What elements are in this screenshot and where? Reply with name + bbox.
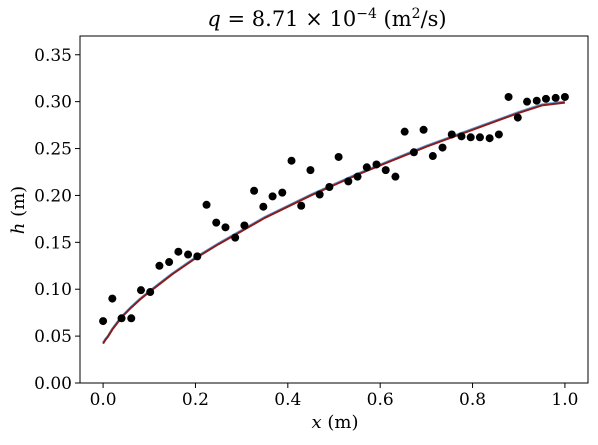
data-point (494, 130, 503, 139)
y-tick-label: 0.25 (34, 140, 72, 160)
data-point (457, 132, 466, 141)
data-point (297, 201, 306, 210)
title-variable: q (207, 7, 220, 31)
data-point (306, 166, 315, 175)
data-point (485, 134, 494, 143)
y-tick-label: 0.30 (34, 93, 72, 113)
data-point (523, 97, 532, 106)
y-axis-variable: h (8, 223, 29, 235)
data-point (513, 113, 522, 122)
data-point (541, 94, 550, 103)
data-point (193, 252, 202, 261)
data-point (221, 223, 230, 232)
y-axis-unit: (m) (8, 186, 29, 223)
data-point (372, 160, 381, 169)
data-point (466, 133, 475, 142)
data-point (250, 186, 259, 195)
data-point (99, 317, 108, 326)
title-exponent: −4 (356, 6, 377, 22)
x-tick-label: 1.0 (551, 390, 578, 410)
data-point (212, 218, 221, 227)
data-point (409, 148, 418, 157)
y-tick-label: 0.00 (34, 374, 72, 394)
fit-line-red (102, 101, 566, 345)
data-point (381, 166, 390, 175)
chart-title: q = 8.71 × 10−4 (m2/s) (207, 6, 446, 31)
data-point (325, 182, 334, 191)
data-point (504, 92, 513, 101)
data-point (353, 172, 362, 181)
data-point (184, 250, 193, 259)
data-point (428, 152, 437, 161)
data-point (136, 286, 145, 295)
y-tick-label: 0.20 (34, 186, 72, 206)
data-point (174, 247, 183, 256)
title-unit-exponent: 2 (412, 6, 421, 22)
data-point (268, 192, 277, 201)
data-point (240, 221, 249, 230)
data-point (400, 127, 409, 136)
data-point (287, 156, 296, 165)
y-tick-label: 0.15 (34, 233, 72, 253)
data-point (108, 294, 117, 303)
data-point (551, 93, 560, 102)
title-equation: = 8.71 × 10 (221, 7, 356, 31)
y-tick-label: 0.35 (34, 46, 72, 66)
data-point (362, 163, 371, 172)
data-point (344, 177, 353, 186)
data-point (532, 96, 541, 105)
data-point (202, 200, 211, 209)
title-unit-close: /s) (421, 7, 447, 31)
data-point (127, 314, 136, 323)
data-point (438, 143, 447, 152)
data-point (560, 92, 569, 101)
data-point (391, 172, 400, 181)
fit-line-blue (102, 100, 566, 344)
data-point (419, 125, 428, 134)
data-point (315, 190, 324, 199)
title-unit-open: (m (377, 7, 412, 31)
x-tick-label: 0.4 (274, 390, 301, 410)
data-point (165, 258, 174, 267)
x-axis-variable: x (312, 412, 322, 433)
data-point (447, 130, 456, 139)
x-axis-label: x (m) (312, 412, 359, 433)
x-tick-label: 0.8 (459, 390, 486, 410)
x-tick-label: 0.2 (182, 390, 209, 410)
plot-area: 0.0 0.2 0.4 0.6 0.8 1.0 0.00 0.05 0.10 0.15 0.20 0.… (34, 35, 589, 410)
data-point (278, 188, 287, 197)
y-tick-label: 0.05 (34, 327, 72, 347)
x-axis-unit: (m) (322, 412, 359, 433)
data-point (117, 314, 126, 323)
data-point (259, 202, 268, 211)
data-point (146, 288, 155, 297)
data-point (231, 233, 240, 242)
y-tick-label: 0.10 (34, 280, 72, 300)
x-tick-label: 0.6 (367, 390, 394, 410)
data-point (334, 152, 343, 161)
axes-frame (79, 35, 589, 384)
data-point (155, 261, 164, 270)
x-tick-label: 0.0 (90, 390, 117, 410)
data-point (475, 133, 484, 142)
y-axis-label: h (m) (8, 186, 29, 234)
